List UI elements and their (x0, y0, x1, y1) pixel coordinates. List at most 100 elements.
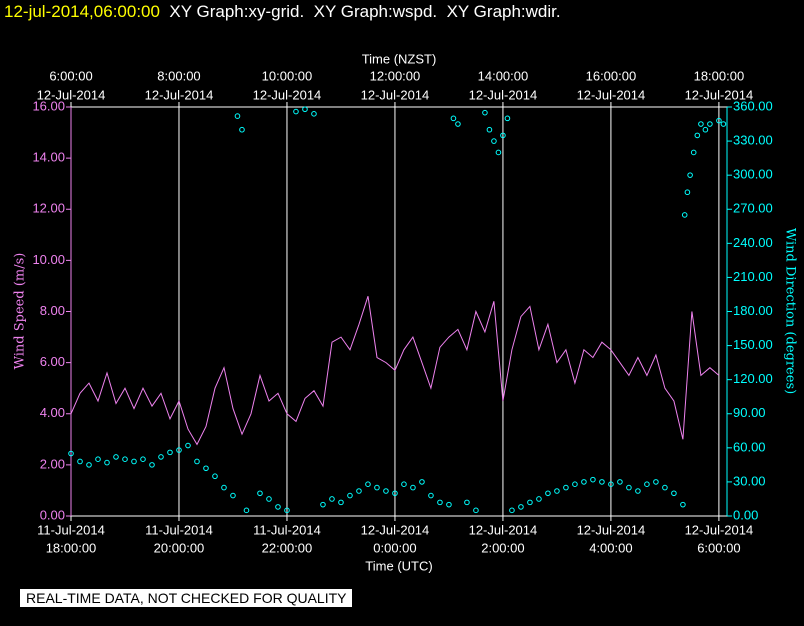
wind-direction-point (68, 450, 74, 457)
x2-tick-date: 12-Jul-2014 (145, 87, 214, 102)
y2-tick-label: 210.00 (733, 269, 773, 284)
wind-direction-point (473, 507, 479, 514)
wind-direction-point (131, 458, 137, 465)
wind-direction-point (671, 490, 677, 497)
wind-direction-point (464, 499, 470, 506)
wind-direction-point (690, 149, 697, 156)
wind-direction-point (617, 479, 623, 485)
x2-tick-time: 12:00:00 (370, 68, 421, 83)
wind-direction-point (158, 454, 164, 460)
wind-direction-point (203, 465, 209, 472)
x2-tick-date: 12-Jul-2014 (469, 87, 538, 102)
wind-direction-point (635, 488, 641, 494)
y2-tick-label: 90.00 (733, 405, 766, 420)
x-axis-label: Time (UTC) (365, 558, 432, 573)
wind-direction-point (365, 481, 371, 487)
y2-tick-label: 240.00 (733, 235, 773, 250)
y2-tick-label: 270.00 (733, 201, 773, 216)
wind-direction-point (140, 456, 146, 462)
y-tick-label: 4.00 (40, 405, 65, 420)
wind-direction-point (599, 479, 605, 485)
wind-direction-point (374, 484, 380, 491)
x2-tick-time: 18:00:00 (694, 68, 745, 83)
wind-direction-point (149, 462, 155, 468)
wind-direction-point (720, 121, 727, 127)
x-tick-date: 12-Jul-2014 (577, 522, 646, 537)
x-tick-time: 18:00:00 (46, 540, 97, 555)
y-tick-label: 8.00 (40, 303, 65, 318)
wind-direction-point (230, 492, 236, 499)
wind-direction-point (356, 488, 362, 494)
y-tick-label: 10.00 (32, 252, 65, 267)
wind-direction-point (212, 473, 218, 480)
y-tick-label: 12.00 (32, 201, 65, 216)
wind-direction-point (455, 121, 461, 127)
x2-tick-date: 12-Jul-2014 (361, 87, 430, 102)
wind-direction-point (338, 499, 344, 506)
y2-tick-label: 360.00 (733, 98, 773, 113)
wind-direction-point (644, 481, 650, 487)
y-axis-label: Wind Speed (m/s) (13, 253, 28, 370)
wind-direction-point (95, 456, 101, 462)
wind-direction-point (590, 476, 596, 483)
wind-direction-point (77, 458, 83, 465)
wind-direction-point (504, 115, 511, 122)
timestamp: 12-jul-2014,06:00:00 (4, 2, 160, 21)
wind-direction-point (86, 462, 92, 468)
x-tick-time: 20:00:00 (154, 540, 205, 555)
x-tick-date: 12-Jul-2014 (361, 522, 430, 537)
wind-direction-point (653, 479, 659, 485)
y-tick-label: 6.00 (40, 354, 65, 369)
wind-direction-point (194, 458, 200, 465)
wind-direction-point (687, 172, 693, 178)
wind-direction-point (698, 121, 704, 127)
wind-direction-point (113, 454, 119, 460)
wind-direction-point (554, 488, 560, 494)
wind-direction-point (221, 484, 227, 491)
x2-tick-date: 12-Jul-2014 (253, 87, 322, 102)
wind-direction-point (320, 501, 326, 508)
y2-axis-label: Wind Direction (degrees) (783, 228, 798, 394)
y2-tick-label: 30.00 (733, 473, 766, 488)
x-tick-time: 4:00:00 (589, 540, 632, 555)
wind-direction-point (518, 504, 524, 510)
wind-direction-point (401, 481, 407, 487)
wind-direction-point (446, 501, 452, 508)
wind-direction-point (383, 488, 389, 494)
wind-direction-point (167, 449, 173, 456)
wind-direction-point (266, 496, 272, 502)
wind-direction-point (284, 507, 290, 514)
wind-direction-point (275, 504, 281, 510)
wind-direction-point (563, 484, 569, 491)
wind-direction-point (572, 481, 578, 487)
wind-direction-point (311, 111, 317, 117)
y2-tick-label: 120.00 (733, 371, 773, 386)
y2-tick-label: 150.00 (733, 337, 773, 352)
wind-direction-point (702, 126, 709, 133)
y-tick-label: 2.00 (40, 456, 65, 471)
x2-tick-date: 12-Jul-2014 (37, 87, 106, 102)
wind-direction-point (122, 456, 128, 462)
wind-direction-point (694, 132, 701, 139)
wind-direction-point (419, 479, 425, 485)
wind-direction-point (410, 484, 416, 491)
x-tick-date: 11-Jul-2014 (37, 522, 105, 537)
wind-direction-point (482, 109, 488, 116)
x-tick-date: 11-Jul-2014 (253, 522, 321, 537)
wind-direction-point (500, 132, 506, 139)
y-tick-label: 14.00 (32, 150, 65, 165)
wind-direction-point (347, 492, 353, 499)
wind-direction-point (707, 121, 713, 127)
wind-direction-point (234, 113, 241, 119)
wind-speed-line (70, 296, 720, 446)
wind-direction-point (329, 496, 335, 502)
wind-direction-point (491, 138, 497, 144)
wind-direction-point (257, 490, 263, 497)
wind-direction-point (684, 189, 691, 196)
graph-list: XY Graph:xy-grid. XY Graph:wspd. XY Grap… (169, 2, 561, 21)
wind-direction-point (545, 490, 551, 497)
wind-direction-point (239, 126, 245, 133)
wind-direction-point (185, 442, 191, 449)
wind-direction-point (626, 484, 632, 491)
